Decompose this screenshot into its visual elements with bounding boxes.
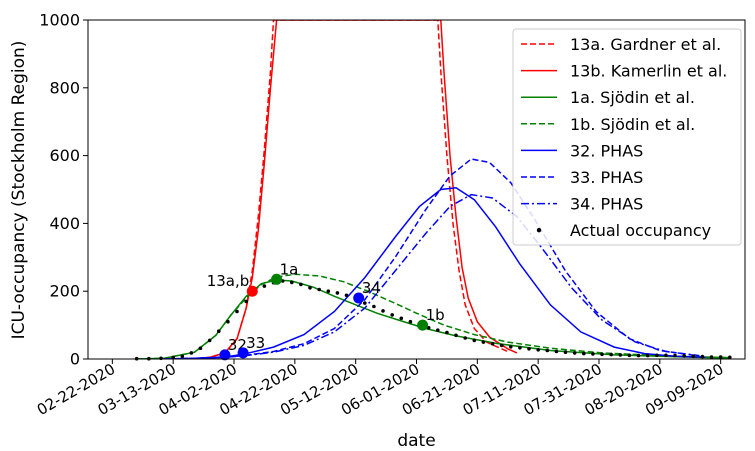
actual-occupancy-point [372, 304, 376, 309]
actual-occupancy-point [445, 330, 449, 335]
actual-occupancy-point [317, 287, 322, 292]
actual-occupancy-point [545, 348, 550, 353]
legend-label-2: 1a. Sjödin et al. [570, 88, 695, 107]
actual-occupancy-point [159, 356, 163, 361]
actual-occupancy-point [408, 319, 413, 324]
actual-occupancy-point [299, 282, 303, 287]
legend: 13a. Gardner et al. 13b. Kamerlin et al. 1… [512, 28, 742, 246]
actual-occupancy-point [454, 333, 458, 338]
actual-occupancy-point [262, 284, 267, 288]
actual-occupancy-point [536, 348, 540, 352]
actual-occupancy-point [436, 328, 440, 333]
actual-occupancy-point [363, 301, 367, 305]
actual-occupancy-point [217, 329, 221, 334]
actual-occupancy-point [390, 313, 395, 317]
actual-occupancy-point [518, 346, 522, 350]
legend-label-6: 34. PHAS [570, 195, 643, 214]
series-line-1 [194, 20, 518, 359]
actual-occupancy-point [554, 349, 559, 354]
actual-occupancy-point [655, 353, 659, 358]
marker-point-1b [417, 319, 429, 331]
actual-occupancy-point [591, 352, 595, 356]
actual-occupancy-point [344, 293, 349, 298]
marker-point-32 [219, 349, 231, 361]
legend-label-1: 13b. Kamerlin et al. [570, 62, 727, 81]
marker-label-34: 34 [362, 279, 381, 297]
actual-occupancy-point [499, 343, 504, 348]
actual-occupancy-point [490, 341, 495, 346]
actual-occupancy-point [463, 336, 468, 340]
y-tick-label: 800 [49, 78, 80, 97]
legend-label-0: 13a. Gardner et al. [570, 35, 721, 54]
actual-occupancy-point [728, 355, 732, 360]
actual-occupancy-point [290, 280, 294, 285]
marker-point-1a [271, 273, 283, 285]
y-tick-label: 0 [70, 350, 80, 369]
actual-occupancy-point [335, 291, 340, 295]
actual-occupancy-point [198, 346, 203, 351]
actual-occupancy-point [207, 338, 212, 343]
series-line-3 [136, 273, 730, 359]
actual-occupancy-point [582, 351, 586, 356]
actual-occupancy-point [618, 353, 623, 357]
actual-occupancy-point [326, 289, 331, 294]
actual-occupancy-point [664, 353, 668, 358]
actual-occupancy-point [180, 354, 185, 359]
marker-label-1b: 1b [426, 306, 445, 324]
actual-occupancy-point [527, 347, 531, 351]
marker-label-33: 33 [246, 334, 265, 352]
actual-occupancy-point [636, 353, 641, 358]
actual-occupancy-point [472, 338, 477, 343]
actual-occupancy-point [572, 351, 577, 355]
y-tick-label: 600 [49, 146, 80, 165]
actual-occupancy-point [189, 351, 194, 355]
marker-point-13a,b [246, 285, 258, 297]
actual-occupancy-point [481, 340, 486, 344]
actual-occupancy-point [399, 316, 404, 321]
actual-occupancy-point [244, 299, 248, 304]
actual-occupancy-point [709, 355, 714, 359]
actual-occupancy-point [700, 354, 705, 359]
y-axis-label: ICU-occupancy (Stockholm Region) [9, 41, 29, 340]
actual-occupancy-point [308, 286, 312, 290]
actual-occupancy-point [381, 309, 385, 313]
y-tick-label: 200 [49, 282, 80, 301]
actual-occupancy-point [609, 352, 613, 357]
actual-occupancy-point [563, 350, 568, 355]
marker-point-34 [353, 292, 365, 304]
y-tick-label: 400 [49, 214, 80, 233]
actual-occupancy-point [673, 353, 677, 358]
y-tick-label: 1000 [39, 11, 80, 30]
actual-occupancy-point [226, 319, 230, 324]
actual-occupancy-point [600, 352, 604, 357]
legend-label-4: 32. PHAS [570, 141, 643, 160]
legend-swatch-7 [536, 228, 542, 233]
marker-point-33 [237, 347, 249, 359]
actual-occupancy-point [627, 353, 632, 358]
legend-label-7: Actual occupancy [570, 221, 711, 240]
actual-occupancy-point [718, 355, 723, 359]
actual-occupancy-point [645, 353, 650, 358]
marker-label-1a: 1a [280, 260, 299, 278]
actual-occupancy-point [691, 354, 696, 359]
legend-box [512, 28, 742, 246]
series-line-6 [163, 193, 700, 359]
actual-occupancy-point [682, 354, 686, 358]
series-line-0 [194, 20, 509, 359]
actual-occupancy-point [426, 326, 431, 330]
legend-label-3: 1b. Sjödin et al. [570, 115, 695, 134]
x-axis-label: date [397, 431, 435, 451]
marker-label-13a,b: 13a,b [207, 272, 250, 290]
x-axis: 02-22-202003-13-202004-02-202004-22-2020… [34, 359, 727, 419]
legend-label-5: 33. PHAS [570, 168, 643, 187]
actual-occupancy-point [235, 309, 239, 314]
actual-occupancy-point [509, 345, 513, 349]
y-axis: 0 200 400 600 800 1000 [39, 11, 88, 369]
